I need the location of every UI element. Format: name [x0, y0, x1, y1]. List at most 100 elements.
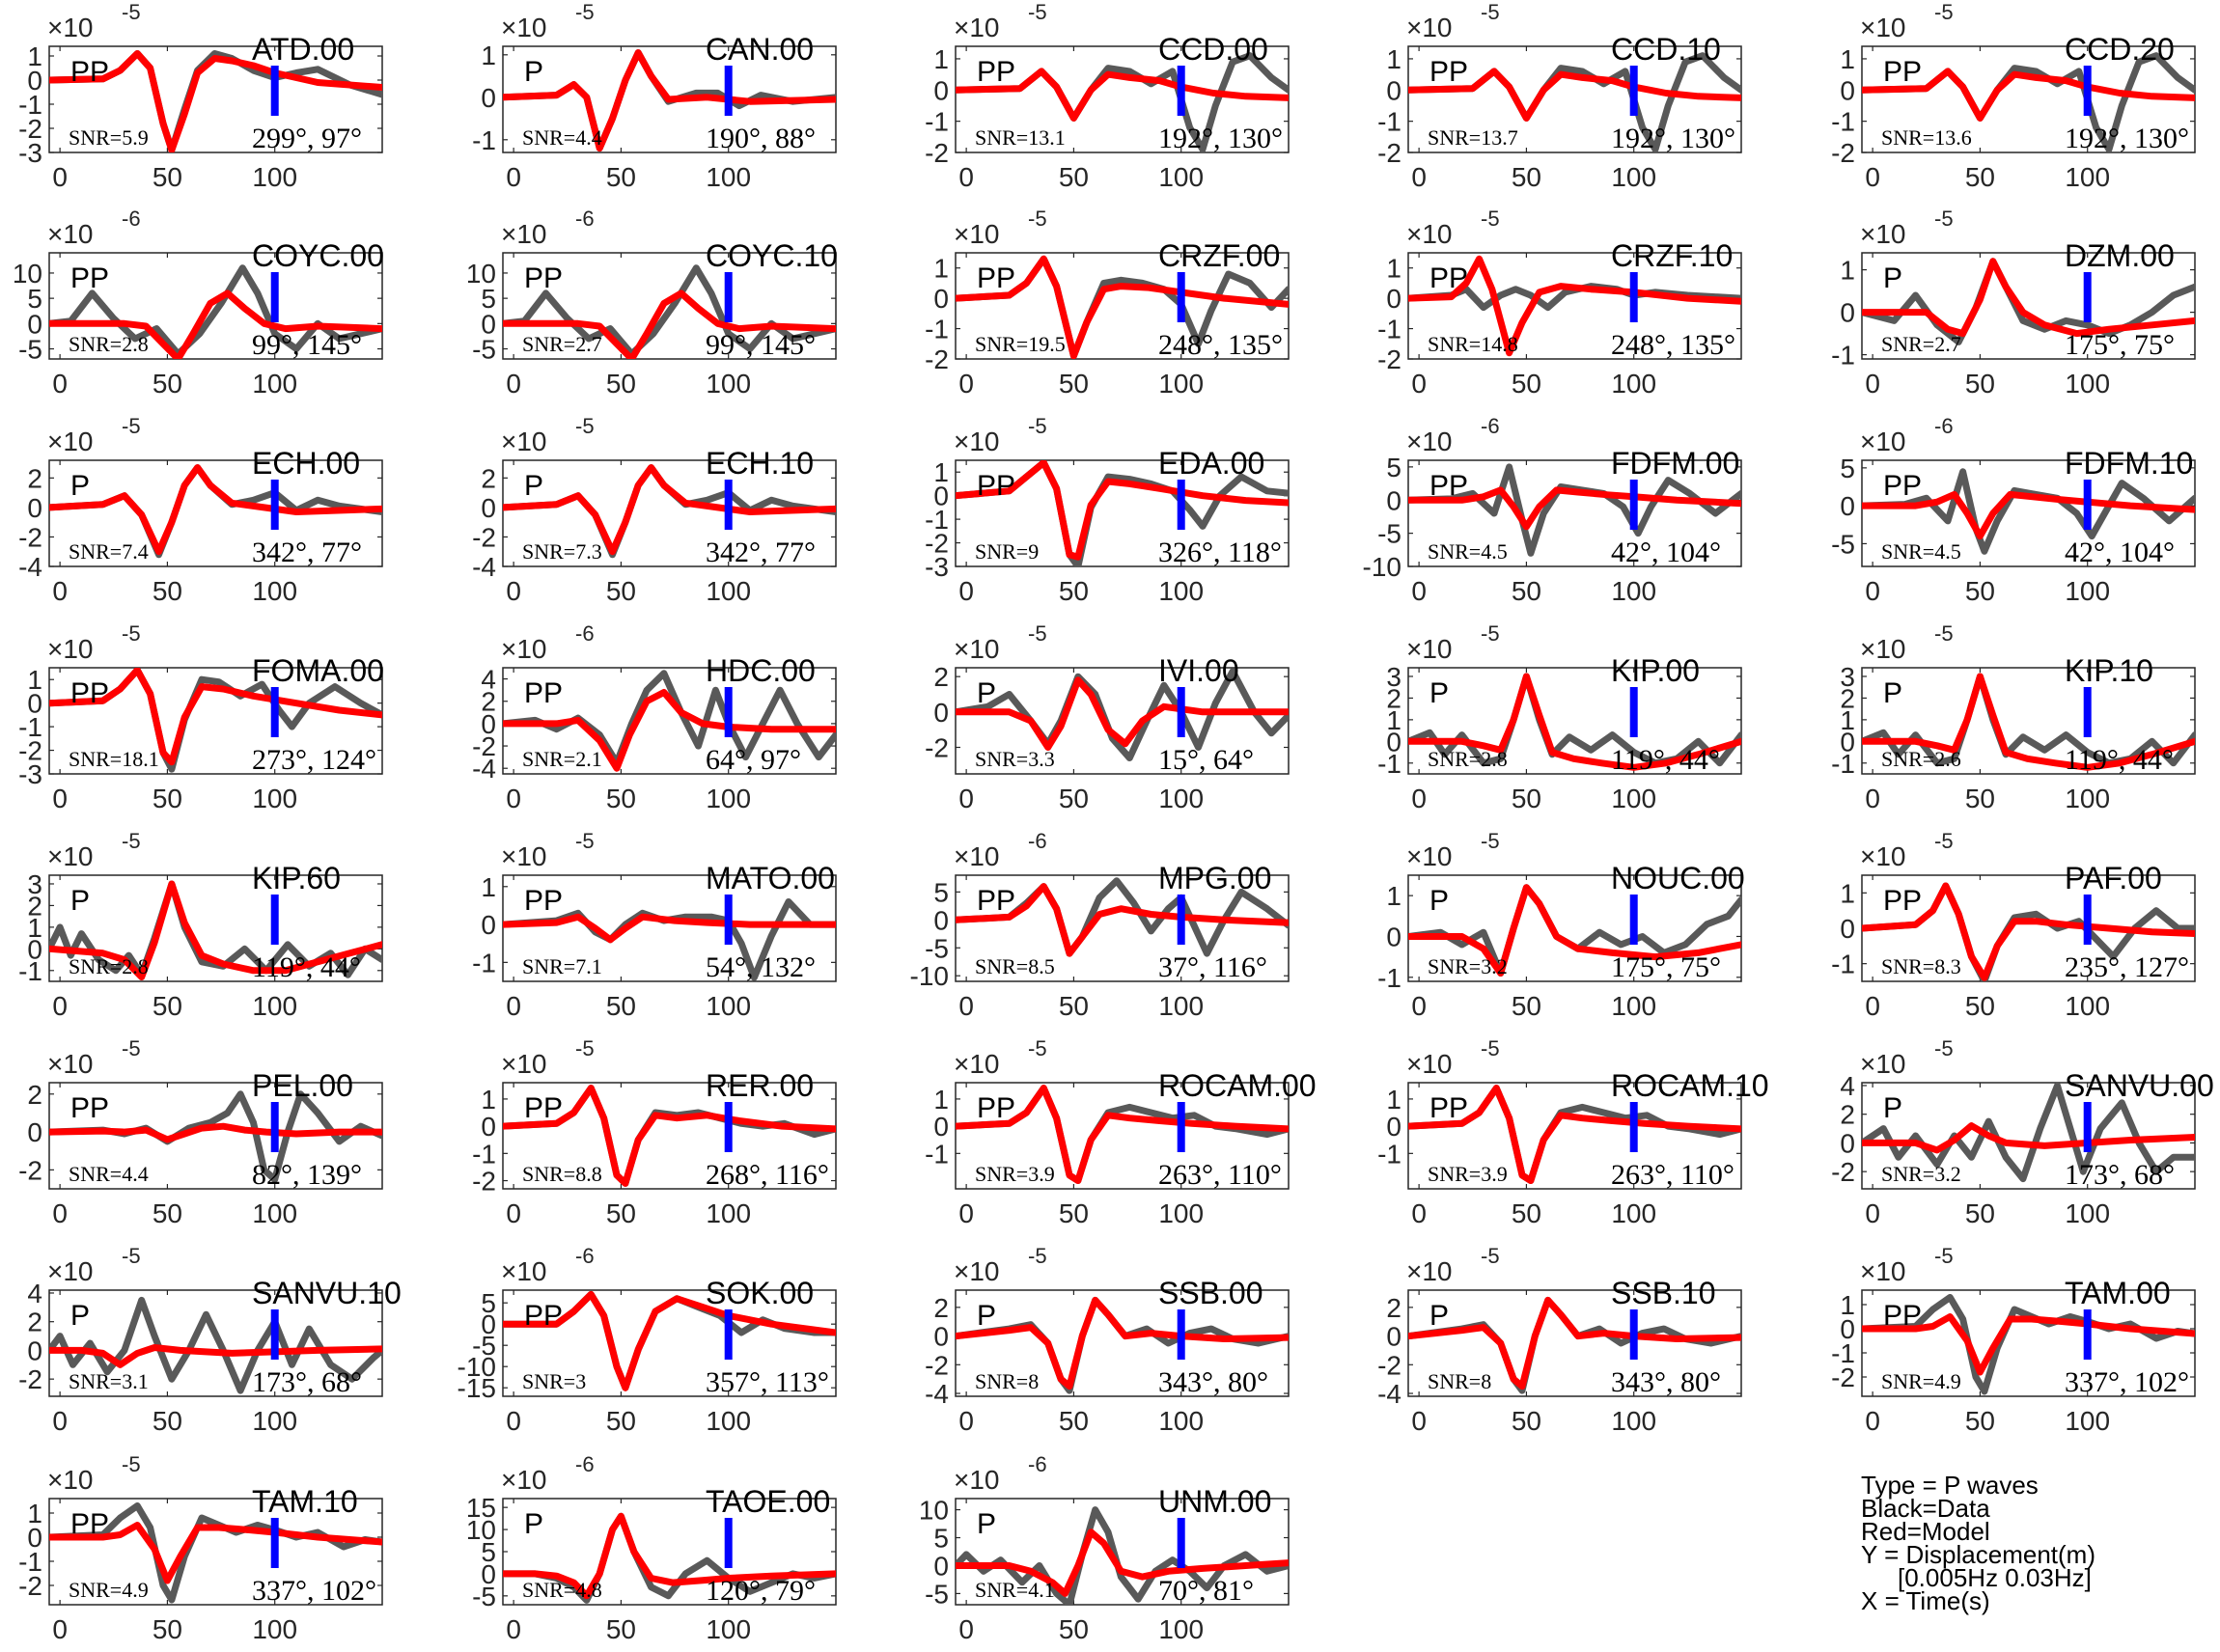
model-trace — [49, 464, 382, 556]
model-trace — [956, 1528, 1289, 1597]
y-tick-label: 0 — [933, 698, 949, 728]
station-label: SSB.10 — [1611, 1276, 1716, 1310]
x-tick-label: 100 — [1158, 1406, 1204, 1436]
x-tick-label: 0 — [1411, 784, 1427, 813]
snr-label: SNR=2.8 — [69, 332, 149, 356]
phase-label: PP — [524, 262, 563, 294]
y-tick-label: 0 — [1840, 1128, 1855, 1158]
y-tick-label: -3 — [18, 138, 42, 168]
panel-nouc-00: 0 50 100 1 0 -1 ×10 -5 P NOUC.00 SNR=3.2 175°, 75° — [1377, 829, 1745, 1021]
x-tick-label: 100 — [252, 1406, 297, 1436]
y-exponent: ×10 — [1860, 634, 1906, 664]
snr-label: SNR=13.1 — [975, 125, 1066, 150]
y-exponent-power: -5 — [1934, 621, 1954, 646]
x-tick-label: 50 — [606, 991, 636, 1021]
model-trace — [956, 1296, 1289, 1390]
x-tick-label: 50 — [606, 369, 636, 399]
y-tick-label: 0 — [1386, 1322, 1401, 1352]
phase-label: P — [977, 1300, 996, 1332]
x-tick-label: 0 — [506, 576, 521, 606]
model-trace — [49, 880, 382, 980]
y-exponent: ×10 — [954, 1049, 1000, 1079]
y-exponent: ×10 — [954, 427, 1000, 456]
y-tick-label: 0 — [1386, 922, 1401, 951]
x-tick-label: 50 — [606, 1614, 636, 1644]
phase-label: PP — [977, 262, 1015, 294]
y-tick-label: 0 — [933, 1322, 949, 1352]
y-exponent: ×10 — [1406, 219, 1453, 249]
y-tick-label: 0 — [27, 493, 42, 523]
y-exponent: ×10 — [47, 1256, 94, 1286]
y-tick-label: 0 — [481, 309, 496, 339]
x-tick-label: 100 — [252, 1198, 297, 1228]
station-label: KIP.00 — [1611, 653, 1700, 688]
snr-label: SNR=7.3 — [522, 539, 602, 564]
x-tick-label: 0 — [958, 991, 974, 1021]
y-exponent-power: -5 — [1481, 829, 1500, 853]
snr-label: SNR=7.4 — [69, 539, 149, 564]
azimuth-label: 42°, 104° — [2065, 537, 2175, 568]
x-tick-label: 0 — [1865, 1198, 1880, 1228]
x-tick-label: 0 — [52, 991, 68, 1021]
y-tick-label: -1 — [1377, 1139, 1401, 1169]
y-exponent: ×10 — [1860, 13, 1906, 42]
station-label: SANVU.00 — [2065, 1068, 2214, 1103]
y-exponent-power: -6 — [1934, 414, 1954, 438]
x-tick-label: 0 — [1865, 162, 1880, 192]
model-trace — [1862, 1122, 2195, 1154]
azimuth-label: 15°, 64° — [1158, 744, 1254, 776]
x-tick-label: 100 — [1611, 1406, 1656, 1436]
phase-label: PP — [1883, 56, 1922, 88]
phase-label: PP — [524, 1092, 563, 1124]
station-label: NOUC.00 — [1611, 861, 1745, 895]
azimuth-label: 337°, 102° — [252, 1575, 376, 1607]
x-tick-label: 100 — [1158, 369, 1204, 399]
axes-box — [955, 1082, 1290, 1190]
snr-label: SNR=19.5 — [975, 332, 1066, 356]
y-tick-label: 0 — [27, 66, 42, 96]
azimuth-label: 263°, 110° — [1158, 1159, 1282, 1191]
snr-label: SNR=8 — [1428, 1369, 1491, 1393]
y-tick-label: -1 — [925, 1139, 949, 1169]
x-tick-label: 100 — [706, 162, 751, 192]
y-tick-label: 0 — [1386, 727, 1401, 757]
legend: Type = P waves Black=Data Red=Model Y = … — [1861, 1473, 2095, 1613]
axes-box — [1407, 667, 1742, 775]
y-tick-label: 0 — [1386, 1112, 1401, 1142]
y-exponent-power: -6 — [1028, 829, 1047, 853]
station-label: PEL.00 — [252, 1068, 353, 1103]
phase-label: P — [70, 885, 90, 917]
x-tick-label: 100 — [1611, 1198, 1656, 1228]
station-label: ROCAM.10 — [1611, 1068, 1769, 1103]
station-label: UNM.00 — [1158, 1484, 1271, 1519]
phase-label: PP — [70, 677, 109, 709]
x-tick-label: 0 — [1411, 162, 1427, 192]
y-tick-label: 2 — [481, 687, 496, 717]
y-tick-label: 1 — [933, 457, 949, 487]
azimuth-label: 299°, 97° — [252, 123, 362, 154]
x-tick-label: 100 — [2065, 991, 2110, 1021]
y-tick-label: -3 — [925, 552, 949, 582]
phase-label: P — [524, 1508, 543, 1540]
y-tick-label: 1 — [933, 44, 949, 74]
y-tick-label: -10 — [458, 1352, 496, 1382]
data-trace — [49, 264, 382, 358]
y-tick-label: -15 — [458, 1373, 496, 1403]
y-tick-label: -1 — [1831, 749, 1855, 779]
y-tick-label: -2 — [925, 344, 949, 374]
y-tick-label: -1 — [472, 1139, 496, 1169]
y-tick-label: 1 — [1840, 256, 1855, 286]
y-tick-label: -2 — [472, 731, 496, 761]
phase-label: P — [1429, 885, 1449, 917]
x-tick-label: 100 — [706, 1614, 751, 1644]
phase-label: PP — [70, 56, 109, 88]
y-tick-label: 2 — [27, 1308, 42, 1337]
x-tick-label: 0 — [506, 1614, 521, 1644]
x-tick-label: 0 — [1865, 1406, 1880, 1436]
station-label: COYC.10 — [706, 238, 838, 273]
phase-label: PP — [1883, 1300, 1922, 1332]
x-tick-label: 0 — [1411, 991, 1427, 1021]
